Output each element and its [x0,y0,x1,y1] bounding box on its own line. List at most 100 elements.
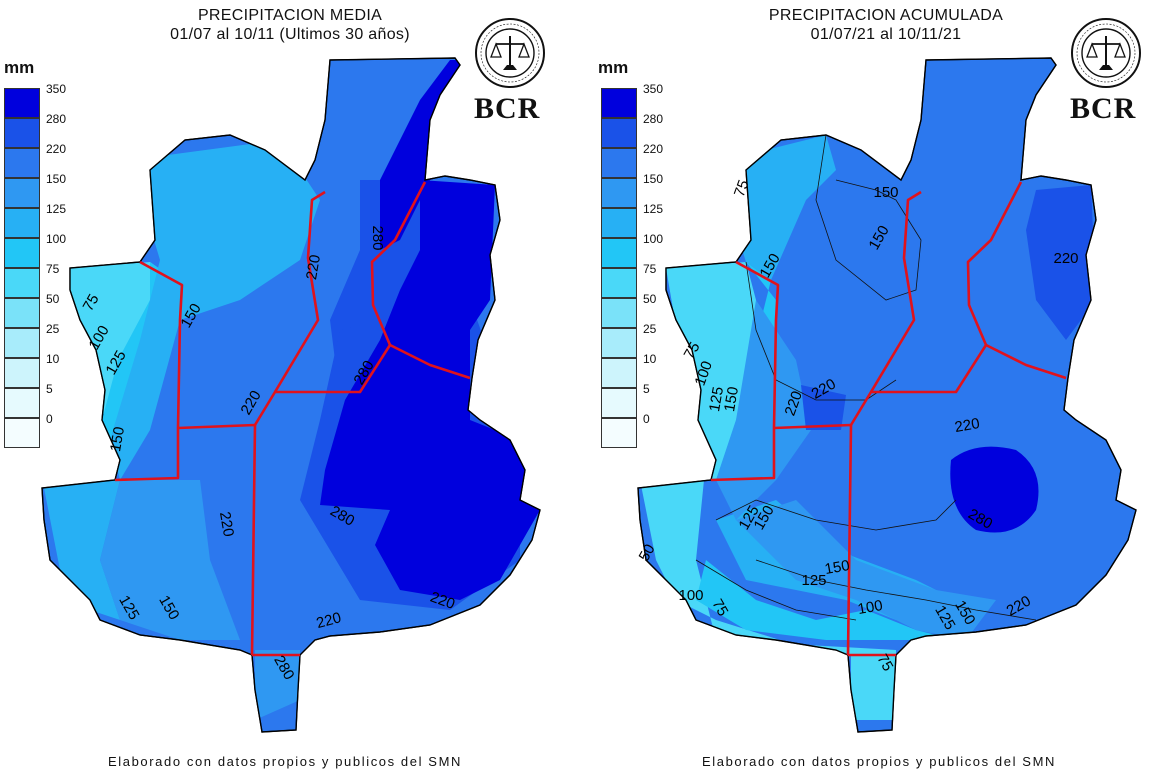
contour-label: 50 [636,541,659,564]
legend-swatch [601,418,637,448]
contour-label: 100 [856,597,884,618]
legend-tick-label: 100 [46,232,67,246]
legend-tick-label: 25 [643,322,657,336]
legend-tick-label: 75 [643,262,657,276]
contour-label: 280 [369,225,386,250]
contour-label: 220 [1053,250,1078,267]
bcr-logo: BCR [474,92,541,125]
right-map-title: PRECIPITACION ACUMULADA 01/07/21 al 10/1… [736,6,1036,44]
legend-tick-label: 0 [643,412,650,426]
legend-tick-label: 5 [46,382,53,396]
zone-150-south [736,500,996,640]
legend-tick-label: 75 [46,262,60,276]
legend-swatch [601,328,637,358]
legend-unit: mm [4,58,35,77]
left-title-line2: 01/07 al 10/11 (Ultimos 30 años) [170,26,410,43]
contour-label: 125 [706,385,727,413]
legend-swatch [4,298,40,328]
legend-swatch [601,118,637,148]
legend-swatch [4,118,40,148]
bcr-seal-icon-right [1068,16,1144,95]
zone-220-ne [1026,185,1096,340]
legend-swatch [4,388,40,418]
contour-label: 125 [801,572,826,589]
legend-tick-label: 50 [46,292,60,306]
legend-swatch [4,178,40,208]
contour-label: 100 [678,587,703,604]
legend-tick-label: 280 [643,112,664,126]
legend-swatch [4,358,40,388]
legend-tick-label: 125 [46,202,67,216]
legend-swatch [4,208,40,238]
legend-swatch [601,298,637,328]
legend-tick-label: 10 [643,352,657,366]
right-title-line1: PRECIPITACION ACUMULADA [768,7,1004,24]
left-footer-credit: Elaborado con datos propios y publicos d… [108,754,462,769]
contour-label: 75 [708,596,731,619]
legend-swatch [601,238,637,268]
zone-350-east [320,180,540,600]
zone-150-south [100,480,240,640]
legend-swatch [4,238,40,268]
right-map-panel: PRECIPITACION ACUMULADA 01/07/21 al 10/1… [596,0,1152,776]
zone-125-west [110,140,320,480]
contour-label: 220 [216,510,237,538]
zone-125-south [44,480,120,620]
legend-swatch [4,418,40,448]
left-map-outline [41,57,541,733]
contour-label: 75 [681,339,704,362]
zone-125-north [726,135,836,280]
contour-label: 150 [823,557,851,578]
legend-swatch [601,88,637,118]
zone-75-west [640,262,896,720]
legend-tick-label: 220 [643,142,664,156]
right-title-line2: 01/07/21 al 10/11/21 [810,26,962,43]
legend-swatch [601,358,637,388]
legend-tick-label: 0 [46,412,53,426]
contour-label: 75 [731,178,753,199]
legend-tick-label: 50 [643,292,657,306]
left-map-panel: PRECIPITACION MEDIA 01/07 al 10/11 (Ulti… [4,7,548,769]
left-province-boundaries [114,181,471,657]
right-map-outline [637,57,1137,733]
legend-tick-label: 350 [643,82,664,96]
zone-220-sw [801,385,846,430]
contour-label: 220 [315,609,344,632]
right-fill-zones [640,135,1096,720]
zone-280-center [950,446,1039,533]
legend-swatch [601,268,637,298]
legend-tick-label: 220 [46,142,67,156]
zone-150-pocket [255,650,300,720]
bcr-logo-right: BCR [1070,92,1137,125]
contour-label: 75 [80,291,103,314]
legend-tick-label: 10 [46,352,60,366]
right-province-boundaries [710,181,1067,657]
left-title-line1: PRECIPITACION MEDIA [197,7,383,24]
contour-label: 150 [873,184,898,201]
legend-swatch [4,328,40,358]
legend-tick-label: 125 [643,202,664,216]
contour-label: 220 [303,253,324,281]
legend-swatch [601,148,637,178]
legend-tick-label: 150 [46,172,67,186]
zone-150-mid [716,300,811,520]
contour-label: 75 [873,651,896,674]
legend-unit-right: mm [598,58,629,77]
zone-100-south [696,560,956,640]
legend-tick-label: 25 [46,322,60,336]
legend-tick-label: 280 [46,112,67,126]
legend-tick-label: 5 [643,382,650,396]
bcr-seal-icon [472,16,548,95]
legend-swatch [4,268,40,298]
legend-tick-label: 150 [643,172,664,186]
legend-swatch [601,208,637,238]
legend-tick-label: 350 [46,82,67,96]
legend-swatch [601,178,637,208]
right-contour-lines [695,134,1037,621]
legend-swatch [601,388,637,418]
legend-swatch [4,88,40,118]
right-footer-credit: Elaborado con datos propios y publicos d… [702,754,1056,769]
legend-tick-label: 100 [643,232,664,246]
